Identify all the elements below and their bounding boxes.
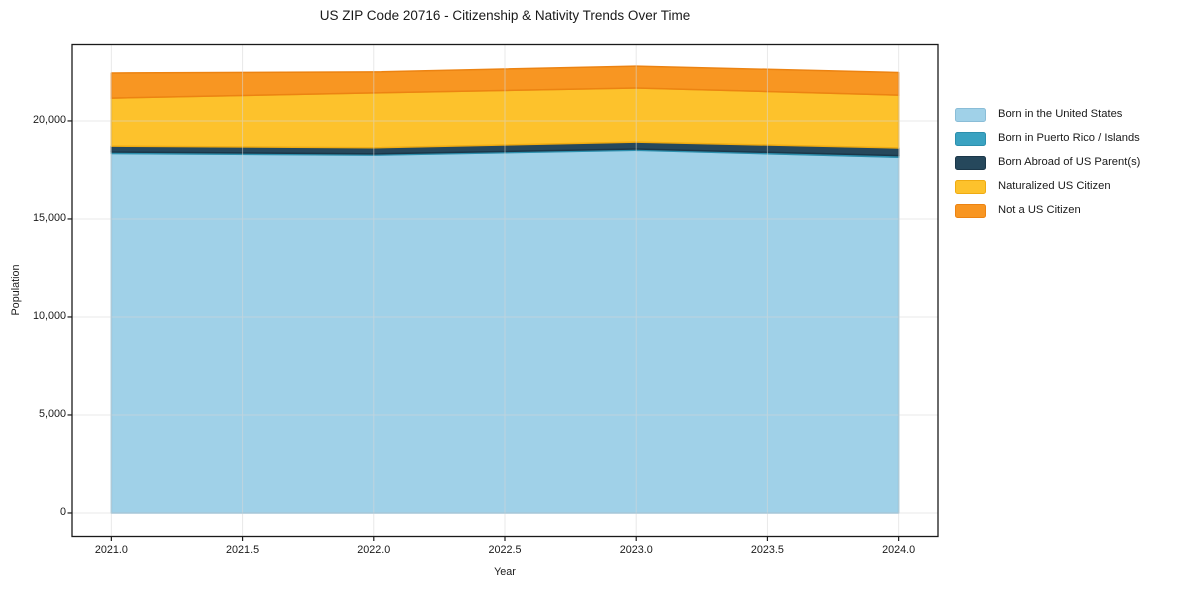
- legend-item-born-abroad-of-us-parent-s: Born Abroad of US Parent(s): [955, 156, 1140, 170]
- legend-item-not-a-us-citizen: Not a US Citizen: [955, 204, 1140, 218]
- x-axis-label: Year: [494, 566, 516, 578]
- y-tick-label: 15,000: [32, 212, 66, 225]
- legend-swatch: [955, 180, 986, 194]
- x-tick-label: 2023.5: [750, 544, 784, 556]
- x-tick-label: 2022.0: [357, 544, 391, 556]
- x-tick-label: 2023.0: [619, 544, 653, 556]
- legend-label: Born in the United States: [998, 108, 1123, 120]
- x-tick-label: 2021.5: [226, 544, 260, 556]
- legend-item-born-in-the-united-states: Born in the United States: [955, 108, 1140, 122]
- legend-swatch: [955, 204, 986, 218]
- x-tick-label: 2024.0: [882, 544, 916, 556]
- y-tick-label: 10,000: [32, 310, 66, 323]
- legend-label: Naturalized US Citizen: [998, 180, 1111, 192]
- legend-swatch: [955, 108, 986, 122]
- gridlines: [72, 44, 938, 537]
- legend-label: Born Abroad of US Parent(s): [998, 156, 1141, 168]
- legend: Born in the United States Born in Puerto …: [955, 108, 1140, 228]
- legend-item-born-in-puerto-rico-islands: Born in Puerto Rico / Islands: [955, 132, 1140, 146]
- chart-title: US ZIP Code 20716 - Citizenship & Nativi…: [319, 8, 691, 23]
- legend-label: Born in Puerto Rico / Islands: [998, 132, 1140, 144]
- legend-swatch: [955, 156, 986, 170]
- legend-item-naturalized-us-citizen: Naturalized US Citizen: [955, 180, 1140, 194]
- x-tick-label: 2021.0: [94, 544, 128, 556]
- y-tick-label: 20,000: [32, 114, 66, 127]
- x-tick-label: 2022.5: [488, 544, 522, 556]
- legend-label: Not a US Citizen: [998, 204, 1081, 216]
- tick-marks: [67, 120, 900, 541]
- y-tick-label: 0: [59, 506, 66, 519]
- y-tick-label: 5,000: [38, 408, 66, 421]
- legend-swatch: [955, 132, 986, 146]
